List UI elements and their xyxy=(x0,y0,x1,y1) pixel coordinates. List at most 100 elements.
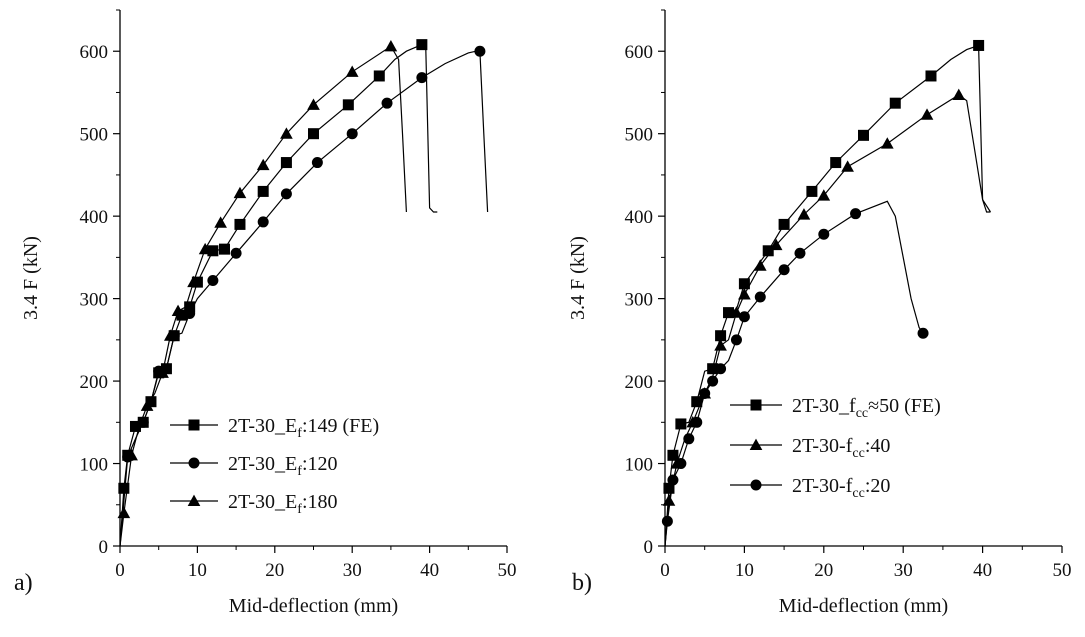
data-point xyxy=(707,363,719,375)
data-point xyxy=(256,158,270,171)
data-point xyxy=(973,39,985,51)
y-tick-label: 300 xyxy=(80,290,109,311)
data-point xyxy=(187,275,200,288)
y-tick-label: 500 xyxy=(80,125,109,146)
y-tick-label: 400 xyxy=(80,207,109,228)
data-point xyxy=(137,416,149,428)
data-point xyxy=(156,366,169,378)
legend: 2T-30_Ef:149 (FE) 2T-30_Ef:120 2T-30_Ef:18… xyxy=(170,415,379,517)
x-tick-label: 30 xyxy=(343,560,362,581)
y-tick-label: 100 xyxy=(625,455,654,476)
data-point xyxy=(140,399,154,411)
x-tick-label: 20 xyxy=(265,560,284,581)
data-point xyxy=(715,363,727,375)
legend-marker-circle xyxy=(188,457,200,469)
legend-entry: 2T-30-fcc:20 xyxy=(792,475,890,501)
data-point xyxy=(311,157,323,169)
x-axis-title: Mid-deflection (mm) xyxy=(779,595,948,617)
data-point xyxy=(207,274,219,286)
x-tick-label: 10 xyxy=(188,560,207,581)
legend-marker-triangle xyxy=(749,438,763,451)
data-point xyxy=(191,276,203,288)
data-point xyxy=(797,208,811,220)
data-point xyxy=(218,243,230,255)
data-point xyxy=(307,98,320,110)
data-point xyxy=(850,208,862,220)
data-point xyxy=(171,304,185,317)
series-line xyxy=(119,45,407,547)
data-point xyxy=(234,218,246,230)
x-tick-label: 50 xyxy=(498,560,517,581)
data-point xyxy=(699,387,711,399)
data-point xyxy=(675,418,687,430)
data-point xyxy=(817,189,831,201)
data-point xyxy=(308,128,319,140)
y-axis-title: 3.4 F (kN) xyxy=(20,236,42,320)
data-point xyxy=(257,185,269,197)
data-point xyxy=(762,245,774,257)
y-tick-label: 500 xyxy=(625,125,654,146)
data-point xyxy=(880,137,894,149)
data-point xyxy=(373,70,385,82)
legend-marker-square xyxy=(188,419,200,431)
data-point xyxy=(778,264,790,276)
data-point xyxy=(661,515,673,527)
data-point xyxy=(714,339,727,351)
legend-entry: 2T-30_Ef:120 xyxy=(228,453,338,479)
data-point xyxy=(730,334,742,346)
data-point xyxy=(830,157,842,169)
data-point xyxy=(925,70,937,82)
data-point xyxy=(117,506,131,519)
data-point xyxy=(662,494,676,506)
data-point xyxy=(474,45,486,57)
legend-marker-square xyxy=(750,399,762,411)
panel-label: a) xyxy=(14,570,33,596)
legend-entry: 2T-30_Ef:149 (FE) xyxy=(228,415,379,441)
data-point xyxy=(889,97,901,109)
data-point xyxy=(207,245,219,257)
data-point xyxy=(738,288,751,300)
data-point xyxy=(667,474,679,486)
data-point xyxy=(345,65,359,77)
data-point xyxy=(738,278,750,290)
data-point xyxy=(675,458,687,470)
data-point xyxy=(416,72,428,84)
legend-marker-circle xyxy=(750,479,762,491)
legend-entry: 2T-30-fcc:40 xyxy=(792,435,890,461)
x-tick-label: 0 xyxy=(660,560,670,581)
x-tick-label: 0 xyxy=(115,560,125,581)
data-point xyxy=(667,449,679,461)
data-point xyxy=(214,216,227,228)
data-point xyxy=(280,127,293,139)
data-point xyxy=(691,416,703,428)
data-point xyxy=(198,242,212,255)
legend: 2T-30_fcc≈50 (FE) 2T-30-fcc:40 2T-30-fcc:2… xyxy=(730,395,941,501)
data-point xyxy=(723,307,735,319)
data-point xyxy=(738,311,750,323)
x-tick-label: 50 xyxy=(1053,560,1072,581)
data-point xyxy=(163,329,177,341)
data-point xyxy=(683,433,695,445)
x-axis-title: Mid-deflection (mm) xyxy=(229,595,398,617)
data-point xyxy=(257,216,269,228)
series-circle xyxy=(661,200,929,547)
y-tick-label: 0 xyxy=(644,537,654,558)
data-point xyxy=(342,99,354,111)
data-point xyxy=(280,157,292,169)
series-square xyxy=(663,39,991,547)
y-tick-label: 200 xyxy=(625,372,654,393)
series-triangle xyxy=(117,39,407,547)
data-point xyxy=(184,307,196,319)
series-line xyxy=(664,44,991,547)
y-tick-label: 200 xyxy=(80,372,109,393)
series-circle xyxy=(119,45,489,547)
data-point xyxy=(769,238,783,251)
data-point xyxy=(754,291,766,303)
data-point xyxy=(230,247,242,259)
legend-marker-triangle xyxy=(187,494,201,507)
chart-panel-2: 0 10 20 30 40 500100200300400500600Mid-deflec… xyxy=(567,9,1072,617)
data-point xyxy=(806,185,818,197)
y-tick-label: 400 xyxy=(625,207,654,228)
data-point xyxy=(952,88,966,100)
